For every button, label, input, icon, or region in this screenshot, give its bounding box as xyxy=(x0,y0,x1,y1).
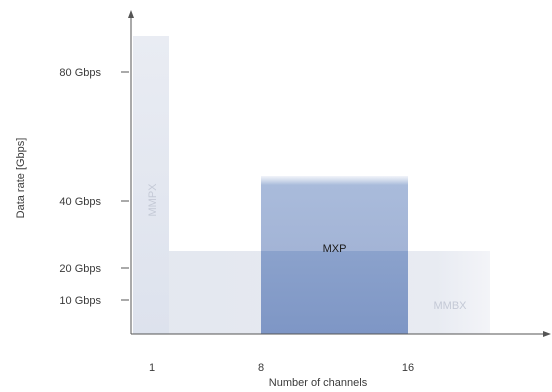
y-tick-label: 20 Gbps xyxy=(59,263,101,275)
y-axis-arrow xyxy=(128,10,134,18)
axes-layer xyxy=(128,10,551,337)
region-mxp xyxy=(261,251,408,334)
region-label-mmpx: MMPX xyxy=(147,183,159,217)
region-label-mxp: MXP xyxy=(323,243,347,255)
x-tick-label: 16 xyxy=(402,362,414,374)
x-tick-label: 8 xyxy=(258,362,264,374)
x-axis-arrow xyxy=(543,331,551,337)
labels-layer: Number of channels Data rate [Gbps] xyxy=(15,138,368,389)
y-tick-label: 40 Gbps xyxy=(59,196,101,208)
region-mmpx xyxy=(133,36,169,334)
y-axis-title: Data rate [Gbps] xyxy=(15,138,27,219)
regions-layer: MMPX MXP MMBX xyxy=(133,36,490,334)
x-axis-title: Number of channels xyxy=(269,377,368,389)
y-tick-label: 10 Gbps xyxy=(59,295,101,307)
region-mxp-upper xyxy=(261,176,408,251)
x-tick-label: 1 xyxy=(149,362,155,374)
y-tick-label: 80 Gbps xyxy=(59,67,101,79)
region-label-mmbx: MMBX xyxy=(434,300,468,312)
ticks-layer: 10 Gbps 20 Gbps 40 Gbps 80 Gbps 1 8 16 xyxy=(59,67,414,374)
